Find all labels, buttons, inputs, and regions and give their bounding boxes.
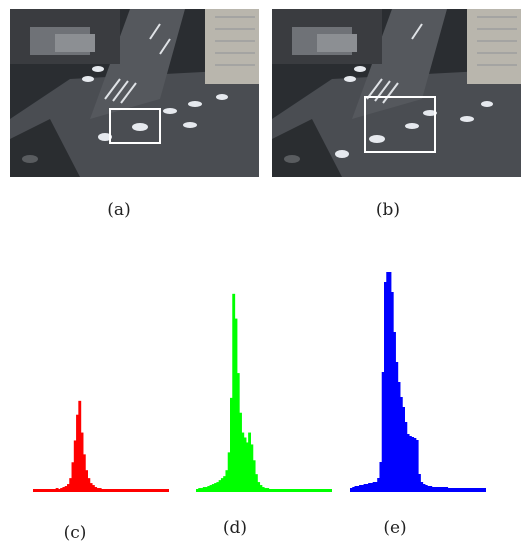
histogram-baseline bbox=[350, 489, 486, 492]
histogram-bar bbox=[388, 272, 392, 492]
histogram-bar bbox=[89, 483, 93, 492]
histogram-bar bbox=[259, 485, 263, 492]
histogram-bar bbox=[78, 400, 82, 492]
histogram-blue bbox=[350, 268, 486, 492]
histogram-bar bbox=[386, 272, 390, 492]
histogram-bar bbox=[397, 382, 401, 492]
caption-b: (b) bbox=[375, 200, 401, 220]
histogram-bar bbox=[257, 482, 261, 492]
caption-a: (a) bbox=[107, 200, 131, 220]
histogram-bar bbox=[76, 414, 79, 492]
histogram-bar bbox=[411, 437, 415, 492]
histogram-bar bbox=[252, 460, 256, 492]
histogram-bar bbox=[390, 292, 394, 492]
histogram-bar bbox=[73, 440, 77, 492]
histogram-bar bbox=[71, 462, 75, 492]
histogram-bar bbox=[216, 482, 220, 492]
selection-box-b bbox=[364, 96, 436, 153]
histogram-bar bbox=[82, 454, 86, 492]
caption-d: (d) bbox=[222, 518, 248, 538]
histogram-bar bbox=[406, 434, 410, 492]
photo-a bbox=[10, 9, 259, 177]
histogram-bar bbox=[239, 412, 242, 492]
histogram-bar bbox=[209, 485, 213, 492]
histogram-bar bbox=[232, 293, 236, 492]
histogram-red-plot bbox=[33, 400, 169, 492]
histogram-bar bbox=[361, 485, 365, 492]
histogram-bar bbox=[363, 484, 367, 492]
histogram-green-plot bbox=[196, 293, 332, 492]
histogram-bar bbox=[218, 480, 222, 492]
histogram-bar bbox=[424, 485, 428, 492]
histogram-bar bbox=[422, 484, 426, 492]
histogram-bar bbox=[395, 362, 399, 492]
histogram-bar bbox=[370, 483, 374, 492]
histogram-bar bbox=[418, 474, 421, 492]
histogram-bar bbox=[234, 318, 238, 492]
histogram-bar bbox=[220, 478, 224, 492]
histogram-green bbox=[196, 270, 332, 492]
histogram-bar bbox=[402, 407, 405, 492]
histogram-bar bbox=[381, 372, 385, 492]
histogram-bar bbox=[393, 332, 396, 492]
traffic-photo-a bbox=[10, 9, 259, 177]
histogram-bar bbox=[359, 485, 362, 492]
histogram-blue-plot bbox=[350, 272, 486, 492]
histogram-bar bbox=[214, 483, 217, 492]
histogram-bar bbox=[223, 476, 227, 492]
caption-e: (e) bbox=[383, 518, 407, 538]
photo-b bbox=[272, 9, 521, 177]
histogram-bar bbox=[379, 462, 383, 492]
histogram-bar bbox=[372, 482, 376, 492]
histogram-red bbox=[33, 270, 169, 492]
histogram-baseline bbox=[33, 489, 169, 492]
histogram-bar bbox=[91, 485, 95, 492]
histogram-bar bbox=[230, 397, 233, 492]
histogram-bar bbox=[87, 478, 91, 492]
histogram-baseline bbox=[196, 489, 332, 492]
histogram-bar bbox=[413, 438, 417, 492]
selection-box-a bbox=[109, 108, 161, 144]
caption-c: (c) bbox=[63, 523, 87, 543]
histogram-bar bbox=[67, 484, 70, 492]
histogram-bar bbox=[384, 282, 387, 492]
histogram-bar bbox=[225, 470, 229, 492]
histogram-bar bbox=[365, 484, 369, 492]
histogram-bar bbox=[80, 432, 84, 492]
histogram-bar bbox=[254, 474, 258, 492]
histogram-bar bbox=[420, 482, 424, 492]
histogram-bar bbox=[248, 432, 251, 492]
histogram-bar bbox=[404, 422, 408, 492]
histogram-bar bbox=[415, 440, 419, 492]
histogram-bar bbox=[374, 482, 378, 492]
histogram-bar bbox=[243, 437, 247, 492]
histogram-bar bbox=[408, 436, 412, 492]
histogram-bar bbox=[399, 397, 403, 492]
traffic-photo-b bbox=[272, 9, 521, 177]
histogram-bar bbox=[377, 478, 381, 492]
histogram-bar bbox=[241, 432, 245, 492]
histogram-bar bbox=[211, 484, 215, 492]
histogram-bar bbox=[250, 444, 254, 492]
histogram-bar bbox=[69, 478, 73, 492]
histogram-bar bbox=[227, 452, 231, 492]
histogram-bar bbox=[85, 470, 88, 492]
histogram-bar bbox=[236, 373, 240, 492]
histogram-bar bbox=[245, 442, 249, 492]
histogram-bar bbox=[368, 483, 371, 492]
